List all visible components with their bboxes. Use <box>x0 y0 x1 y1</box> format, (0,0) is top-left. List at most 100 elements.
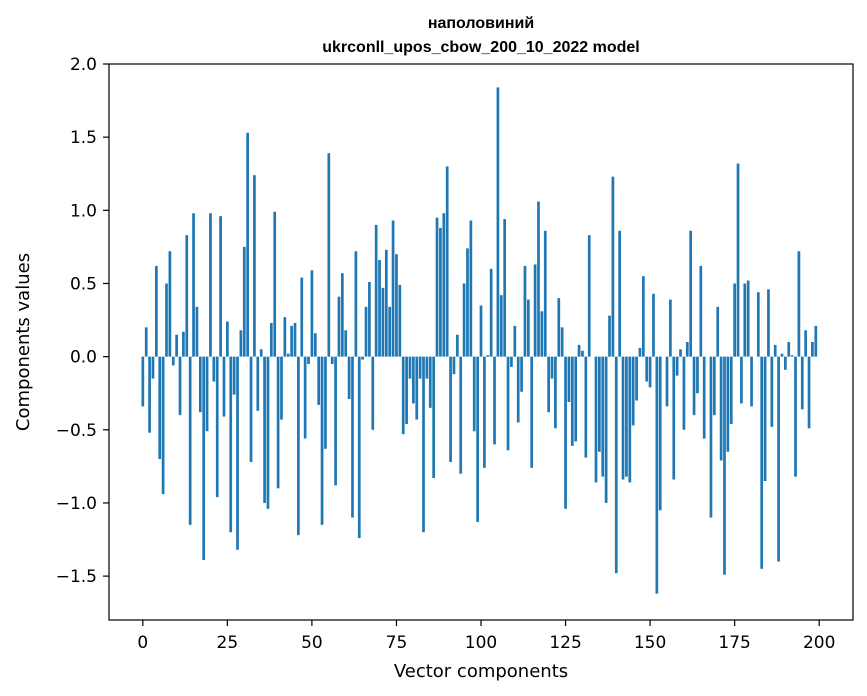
bar-50 <box>310 270 314 357</box>
bar-172 <box>723 356 726 575</box>
bar-171 <box>719 356 723 461</box>
bar-63 <box>354 251 358 357</box>
bar-161 <box>685 342 689 357</box>
plot-frame <box>108 63 854 621</box>
bar-80 <box>412 356 415 404</box>
bar-140 <box>614 356 618 574</box>
bar-58 <box>337 296 341 357</box>
bar-55 <box>327 153 331 357</box>
bar-112 <box>520 356 523 392</box>
bar-101 <box>483 356 486 468</box>
bar-189 <box>780 353 784 357</box>
bar-28 <box>236 356 239 550</box>
bar-53 <box>320 356 324 525</box>
bar-134 <box>594 356 598 483</box>
bar-92 <box>452 356 456 375</box>
bar-111 <box>516 356 520 423</box>
bar-184 <box>763 356 767 481</box>
bar-36 <box>263 356 266 503</box>
bar-122 <box>554 356 557 429</box>
bar-15 <box>192 213 195 357</box>
bar-129 <box>577 344 581 357</box>
bar-76 <box>398 284 402 357</box>
bar-69 <box>374 224 378 357</box>
bar-152 <box>655 356 659 594</box>
bar-178 <box>743 283 747 357</box>
bar-65 <box>361 356 364 360</box>
bar-26 <box>229 356 233 533</box>
bar-4 <box>154 265 158 357</box>
bar-93 <box>455 334 459 357</box>
bar-2 <box>148 356 151 433</box>
bar-17 <box>198 356 202 413</box>
bar-77 <box>401 356 405 435</box>
bar-106 <box>499 295 503 357</box>
y-axis-label: Components values <box>13 253 34 431</box>
bar-54 <box>324 356 327 449</box>
x-axis-ticks: 0 25 50 75 100 125 150 175 200 <box>137 620 835 653</box>
bar-173 <box>726 356 730 452</box>
bar-166 <box>702 356 706 439</box>
bar-137 <box>604 356 608 503</box>
x-tick-label: 100 <box>465 633 497 653</box>
bar-19 <box>205 356 209 432</box>
bar-142 <box>621 356 625 480</box>
bar-155 <box>665 356 669 407</box>
y-tick-label: 1.0 <box>70 201 97 221</box>
bar-86 <box>432 356 436 479</box>
bar-165 <box>699 265 703 357</box>
bar-74 <box>391 220 395 357</box>
y-tick-label: −0.5 <box>56 421 97 441</box>
bar-113 <box>523 265 527 357</box>
bar-109 <box>510 356 513 367</box>
bar-168 <box>709 356 713 518</box>
y-axis-ticks: −1.5 −1.0 −0.5 0.0 0.5 1.0 1.5 2.0 <box>56 55 109 587</box>
bar-89 <box>442 213 446 357</box>
bar-60 <box>344 330 348 357</box>
bar-179 <box>746 280 750 357</box>
bar-35 <box>259 349 263 357</box>
bar-131 <box>584 356 588 458</box>
bar-9 <box>171 356 175 366</box>
bar-22 <box>215 356 219 498</box>
bar-125 <box>564 356 567 509</box>
bar-81 <box>415 356 419 420</box>
x-tick-label: 125 <box>549 633 581 653</box>
bar-83 <box>422 356 425 533</box>
bar-3 <box>151 356 155 379</box>
bar-84 <box>425 356 429 379</box>
bar-190 <box>784 356 787 370</box>
bar-170 <box>716 306 720 357</box>
bar-127 <box>570 356 574 446</box>
bar-10 <box>175 334 178 357</box>
bar-102 <box>486 355 490 357</box>
bar-82 <box>418 356 422 379</box>
y-tick-label: 1.5 <box>70 128 97 148</box>
bar-94 <box>459 356 463 474</box>
bar-196 <box>804 330 808 357</box>
bar-31 <box>246 132 250 357</box>
bar-147 <box>638 347 642 357</box>
bar-66 <box>364 306 368 357</box>
bar-150 <box>648 356 652 388</box>
bar-169 <box>712 356 716 416</box>
bar-120 <box>547 356 550 413</box>
y-tick-label: −1.0 <box>56 494 97 514</box>
bar-20 <box>209 213 212 357</box>
y-tick-label: −1.5 <box>56 567 97 587</box>
bar-51 <box>313 333 317 357</box>
bar-30 <box>242 246 246 357</box>
bar-188 <box>777 356 780 562</box>
bar-151 <box>652 293 655 357</box>
chart-title-line1: наполовиний <box>428 15 534 32</box>
bar-49 <box>307 356 310 364</box>
bar-56 <box>330 356 334 364</box>
bar-96 <box>466 248 469 357</box>
bar-176 <box>736 163 740 357</box>
bar-186 <box>770 356 774 427</box>
bar-75 <box>395 254 398 357</box>
bar-110 <box>513 325 517 357</box>
bar-141 <box>618 230 622 357</box>
